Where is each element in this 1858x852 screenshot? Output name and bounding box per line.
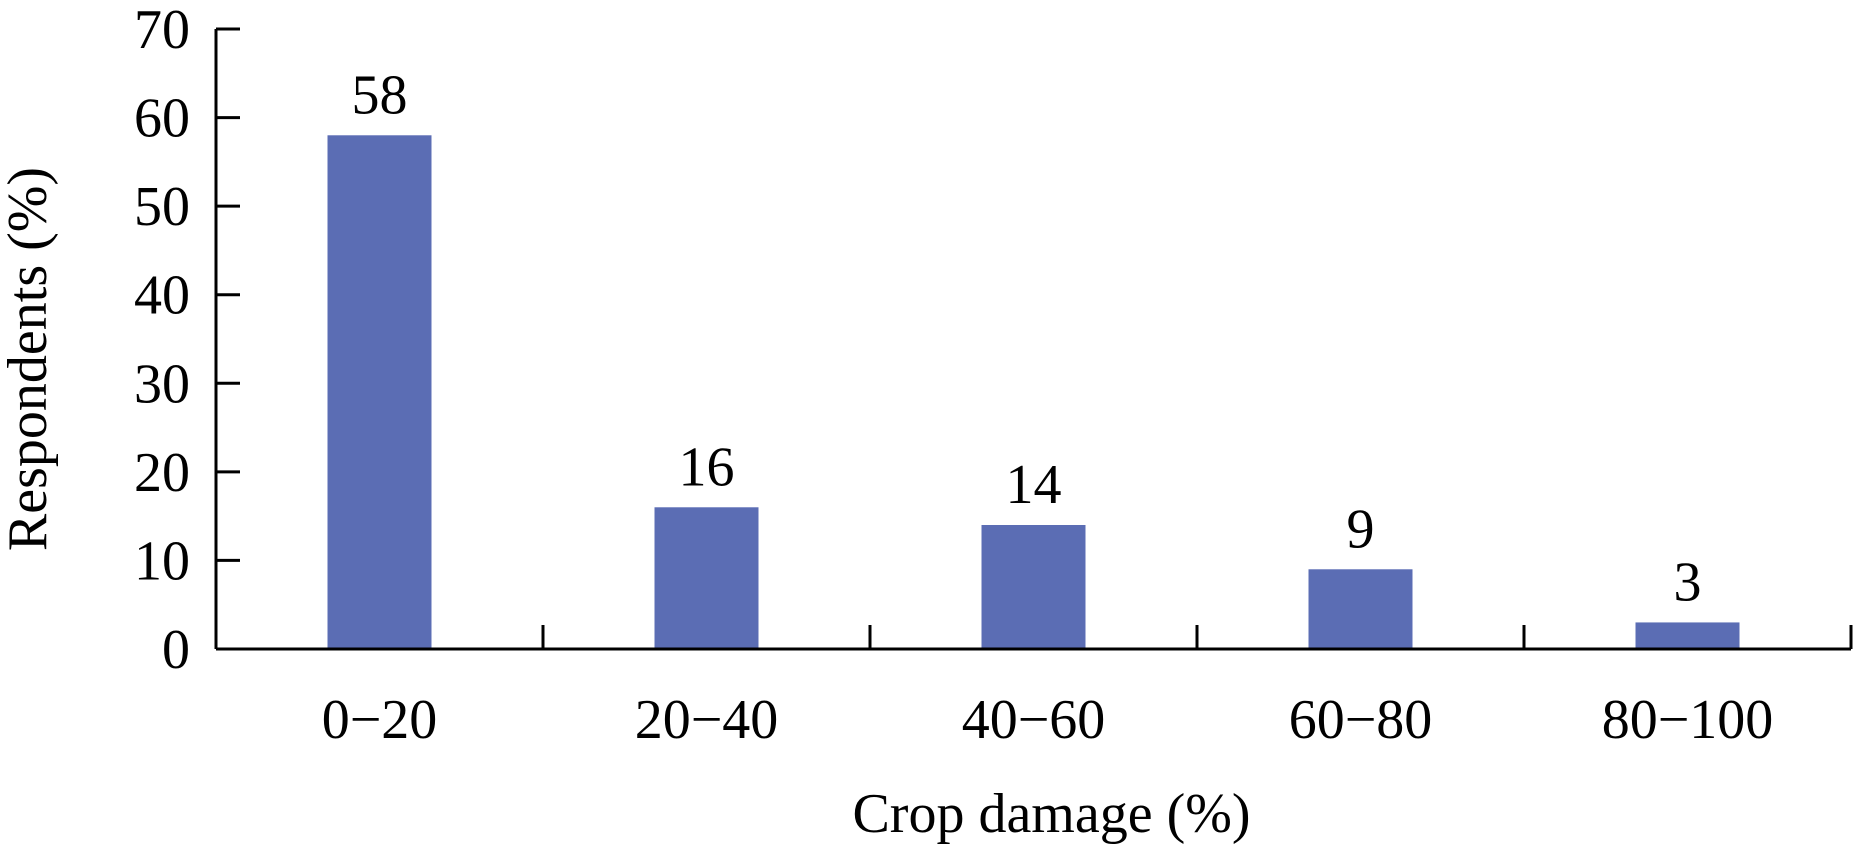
data-label-4: 9: [1347, 498, 1375, 560]
y-tick-label-3: 30: [134, 353, 190, 415]
bar-3: [981, 525, 1086, 649]
data-labels-group: 58 16 14 9 3: [352, 64, 1702, 613]
y-tick-label-1: 10: [134, 530, 190, 592]
bar-4: [1308, 569, 1413, 649]
bar-2: [654, 507, 759, 649]
x-axis-title: Crop damage (%): [852, 783, 1250, 845]
x-ticks-group: 0−20 20−40 40−60 60−80 80−100: [322, 625, 1853, 751]
y-tick-label-6: 60: [134, 88, 190, 150]
x-tick-label-2: 20−40: [635, 689, 779, 751]
axes-group: [214, 29, 1851, 651]
y-tick-label-0: 0: [162, 619, 190, 681]
data-label-3: 14: [1006, 454, 1062, 516]
x-tick-label-3: 40−60: [962, 689, 1106, 751]
bars-group: [327, 135, 1740, 650]
y-tick-label-2: 20: [134, 442, 190, 504]
y-tick-label-7: 70: [134, 0, 190, 61]
x-tick-label-1: 0−20: [322, 689, 438, 751]
data-label-2: 16: [679, 436, 735, 498]
y-tick-label-4: 40: [134, 265, 190, 327]
x-tick-label-4: 60−80: [1289, 689, 1433, 751]
bar-1: [327, 135, 432, 650]
y-ticks-group: 0 10 20 30 40 50 60 70: [134, 0, 240, 681]
bar-5: [1635, 622, 1740, 649]
data-label-5: 3: [1674, 551, 1702, 613]
data-label-1: 58: [352, 64, 408, 126]
x-tick-label-5: 80−100: [1602, 689, 1774, 751]
y-tick-label-5: 50: [134, 176, 190, 238]
y-axis-title: Respondents (%): [0, 167, 59, 551]
